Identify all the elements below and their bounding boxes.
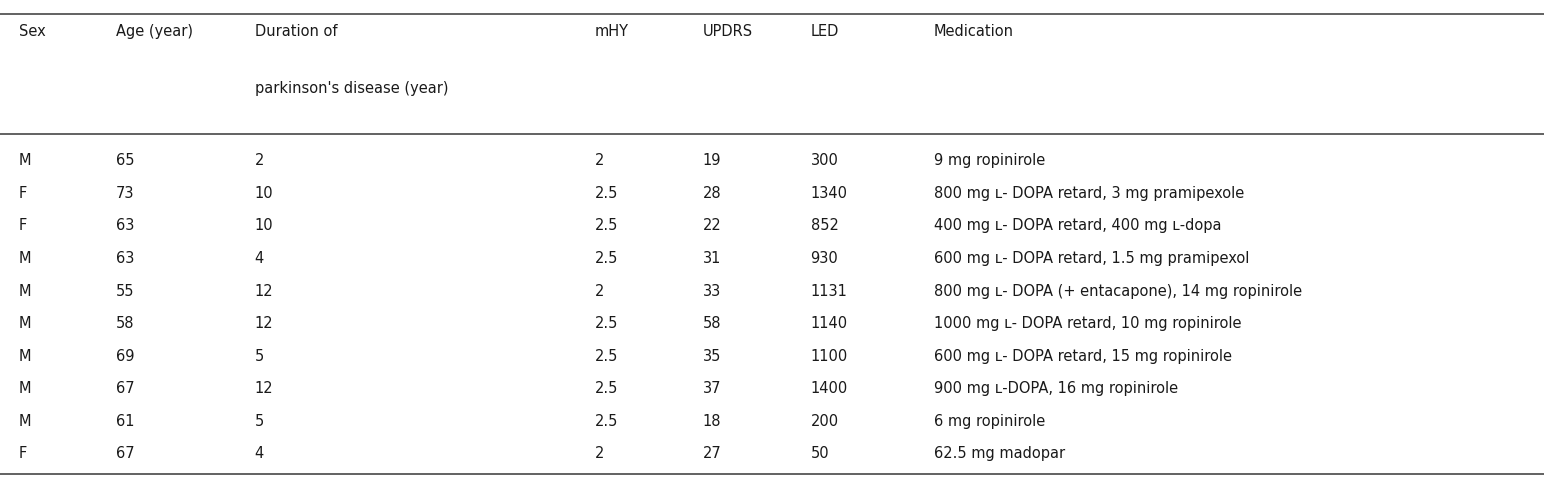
Text: Duration of: Duration of xyxy=(255,24,337,39)
Text: 5: 5 xyxy=(255,349,264,364)
Text: 10: 10 xyxy=(255,186,273,201)
Text: 2: 2 xyxy=(594,153,604,168)
Text: parkinson's disease (year): parkinson's disease (year) xyxy=(255,81,448,96)
Text: UPDRS: UPDRS xyxy=(703,24,752,39)
Text: 600 mg ʟ- DOPA retard, 1.5 mg pramipexol: 600 mg ʟ- DOPA retard, 1.5 mg pramipexol xyxy=(934,251,1249,266)
Text: 9 mg ropinirole: 9 mg ropinirole xyxy=(934,153,1045,168)
Text: 33: 33 xyxy=(703,284,721,298)
Text: 10: 10 xyxy=(255,218,273,233)
Text: 67: 67 xyxy=(116,381,134,396)
Text: Medication: Medication xyxy=(934,24,1014,39)
Text: 2.5: 2.5 xyxy=(594,349,618,364)
Text: 1131: 1131 xyxy=(811,284,848,298)
Text: 1340: 1340 xyxy=(811,186,848,201)
Text: 2: 2 xyxy=(594,284,604,298)
Text: 900 mg ʟ-DOPA, 16 mg ropinirole: 900 mg ʟ-DOPA, 16 mg ropinirole xyxy=(934,381,1178,396)
Text: 4: 4 xyxy=(255,446,264,461)
Text: M: M xyxy=(19,153,31,168)
Text: Age (year): Age (year) xyxy=(116,24,193,39)
Text: 37: 37 xyxy=(703,381,721,396)
Text: 400 mg ʟ- DOPA retard, 400 mg ʟ-dopa: 400 mg ʟ- DOPA retard, 400 mg ʟ-dopa xyxy=(934,218,1221,233)
Text: F: F xyxy=(19,446,26,461)
Text: 852: 852 xyxy=(811,218,838,233)
Text: 800 mg ʟ- DOPA (+ entacapone), 14 mg ropinirole: 800 mg ʟ- DOPA (+ entacapone), 14 mg rop… xyxy=(934,284,1302,298)
Text: 35: 35 xyxy=(703,349,721,364)
Text: 2.5: 2.5 xyxy=(594,414,618,429)
Text: mHY: mHY xyxy=(594,24,628,39)
Text: 55: 55 xyxy=(116,284,134,298)
Text: 6 mg ropinirole: 6 mg ropinirole xyxy=(934,414,1045,429)
Text: 12: 12 xyxy=(255,316,273,331)
Text: 18: 18 xyxy=(703,414,721,429)
Text: 67: 67 xyxy=(116,446,134,461)
Text: 300: 300 xyxy=(811,153,838,168)
Text: 600 mg ʟ- DOPA retard, 15 mg ropinirole: 600 mg ʟ- DOPA retard, 15 mg ropinirole xyxy=(934,349,1232,364)
Text: 1000 mg ʟ- DOPA retard, 10 mg ropinirole: 1000 mg ʟ- DOPA retard, 10 mg ropinirole xyxy=(934,316,1241,331)
Text: 1140: 1140 xyxy=(811,316,848,331)
Text: 930: 930 xyxy=(811,251,838,266)
Text: 1100: 1100 xyxy=(811,349,848,364)
Text: 4: 4 xyxy=(255,251,264,266)
Text: 62.5 mg madopar: 62.5 mg madopar xyxy=(934,446,1065,461)
Text: Sex: Sex xyxy=(19,24,45,39)
Text: 69: 69 xyxy=(116,349,134,364)
Text: 19: 19 xyxy=(703,153,721,168)
Text: 50: 50 xyxy=(811,446,829,461)
Text: F: F xyxy=(19,186,26,201)
Text: 2.5: 2.5 xyxy=(594,186,618,201)
Text: 2.5: 2.5 xyxy=(594,218,618,233)
Text: M: M xyxy=(19,251,31,266)
Text: M: M xyxy=(19,316,31,331)
Text: 2.5: 2.5 xyxy=(594,316,618,331)
Text: 22: 22 xyxy=(703,218,721,233)
Text: M: M xyxy=(19,349,31,364)
Text: 63: 63 xyxy=(116,251,134,266)
Text: M: M xyxy=(19,284,31,298)
Text: F: F xyxy=(19,218,26,233)
Text: 2: 2 xyxy=(255,153,264,168)
Text: M: M xyxy=(19,381,31,396)
Text: M: M xyxy=(19,414,31,429)
Text: 2.5: 2.5 xyxy=(594,251,618,266)
Text: 73: 73 xyxy=(116,186,134,201)
Text: 28: 28 xyxy=(703,186,721,201)
Text: 2.5: 2.5 xyxy=(594,381,618,396)
Text: 58: 58 xyxy=(116,316,134,331)
Text: 61: 61 xyxy=(116,414,134,429)
Text: 12: 12 xyxy=(255,284,273,298)
Text: 2: 2 xyxy=(594,446,604,461)
Text: 27: 27 xyxy=(703,446,721,461)
Text: 63: 63 xyxy=(116,218,134,233)
Text: 1400: 1400 xyxy=(811,381,848,396)
Text: 200: 200 xyxy=(811,414,838,429)
Text: 65: 65 xyxy=(116,153,134,168)
Text: 800 mg ʟ- DOPA retard, 3 mg pramipexole: 800 mg ʟ- DOPA retard, 3 mg pramipexole xyxy=(934,186,1244,201)
Text: LED: LED xyxy=(811,24,838,39)
Text: 5: 5 xyxy=(255,414,264,429)
Text: 58: 58 xyxy=(703,316,721,331)
Text: 12: 12 xyxy=(255,381,273,396)
Text: 31: 31 xyxy=(703,251,721,266)
